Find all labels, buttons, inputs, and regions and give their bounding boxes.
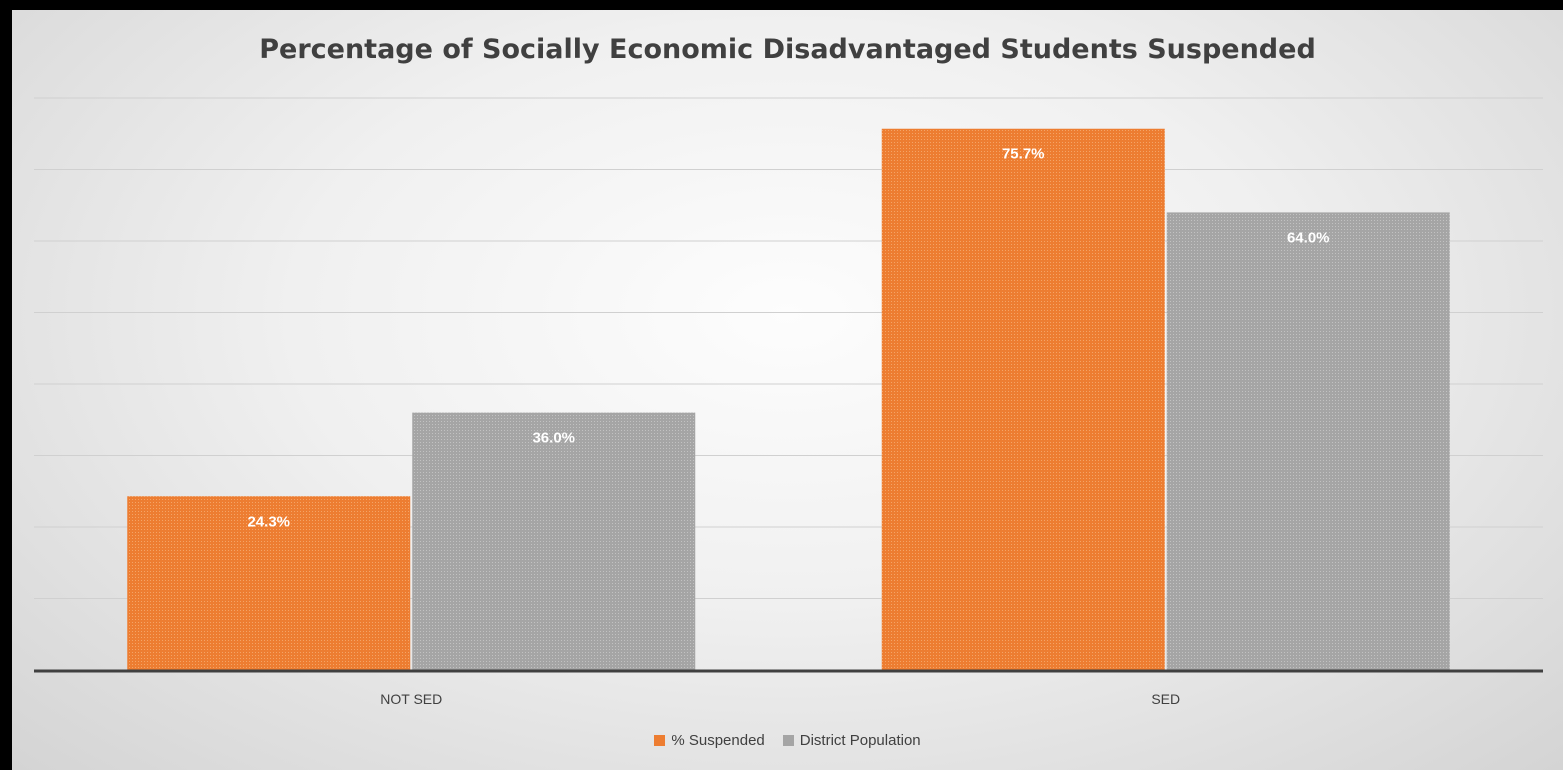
chart-title: Percentage of Socially Economic Disadvan… [259, 34, 1316, 65]
x-tick-label: SED [1151, 691, 1180, 707]
plot-area: 24.3% 36.0% 75.7% 64.0% NOT SED SED [34, 97, 1543, 707]
legend-label-suspended: % Suspended [671, 732, 765, 749]
bar-district-population-sed [1166, 212, 1450, 670]
legend-swatch-district-population [782, 735, 794, 746]
x-tick-labels: NOT SED SED [380, 691, 1180, 707]
data-label-suspended-not-sed: 24.3% [247, 513, 290, 530]
data-label-suspended-sed: 75.7% [1002, 146, 1045, 163]
legend: % Suspended District Population [12, 732, 1563, 749]
data-label-district-population-not-sed: 36.0% [532, 430, 575, 447]
bar-labels: 24.3% 36.0% 75.7% 64.0% [247, 146, 1329, 531]
chart-frame: Percentage of Socially Economic Disadvan… [12, 10, 1563, 770]
legend-label-district-population: District Population [799, 732, 921, 749]
x-tick-label: NOT SED [380, 691, 442, 707]
legend-swatch-suspended [654, 735, 666, 746]
data-label-district-population-sed: 64.0% [1287, 229, 1330, 246]
legend-item-district-population: District Population [782, 732, 921, 749]
legend-item-suspended: % Suspended [654, 732, 765, 749]
bars [127, 128, 1450, 670]
bar-suspended-sed [881, 128, 1165, 670]
bar-district-population-not-sed [412, 412, 696, 670]
bar-suspended-not-sed [127, 496, 411, 670]
